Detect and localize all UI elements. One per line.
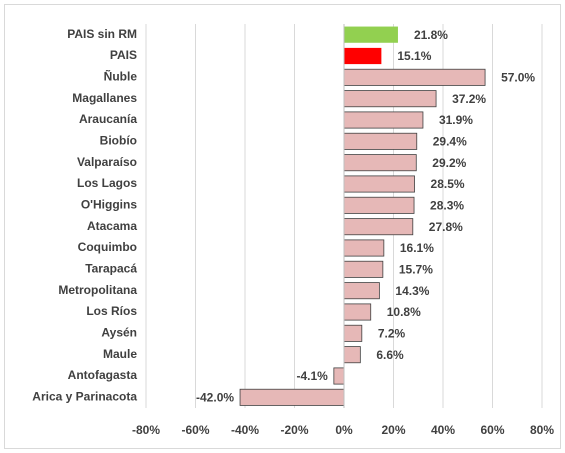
y-tick-label: PAIS [110,48,137,62]
bar [239,388,345,406]
data-label: 27.8% [429,220,463,234]
data-label: 29.2% [432,156,466,170]
data-label: 7.2% [378,327,406,341]
data-label: -4.1% [296,369,328,383]
chart-frame [4,4,561,449]
y-tick-label: Araucanía [79,112,137,126]
x-tick-label: 0% [335,423,353,437]
bar [343,196,415,214]
y-tick-label: O'Higgins [81,198,138,212]
y-tick-label: Ñuble [104,69,138,84]
data-label: 14.3% [395,284,429,298]
y-tick-label: Antofagasta [68,368,138,382]
bar [333,367,345,385]
bar [343,90,437,108]
y-tick-label: Metropolitana [58,283,137,297]
y-tick-label: Tarapacá [85,262,137,276]
y-tick-label: Los Lagos [77,176,137,190]
x-tick-label: -60% [181,423,209,437]
y-tick-label: Los Ríos [86,304,137,318]
y-tick-label: Coquimbo [78,240,137,254]
y-tick-label: Magallanes [72,91,137,105]
data-label: 57.0% [501,71,535,85]
y-tick-label: Maule [103,347,137,361]
x-tick-label: 20% [381,423,405,437]
data-label: 31.9% [439,113,473,127]
data-label: 10.8% [387,305,421,319]
y-tick-label: Aysén [101,326,137,340]
x-tick-label: 60% [480,423,504,437]
bar [344,47,382,65]
y-tick-label: PAIS sin RM [67,27,137,41]
bar [343,303,372,321]
data-label: 28.3% [430,199,464,213]
y-tick-label: Biobío [100,134,137,148]
bar [343,175,415,193]
data-label: 6.6% [376,348,404,362]
x-tick-label: 40% [431,423,455,437]
data-label: 28.5% [431,177,465,191]
x-tick-label: -20% [280,423,308,437]
data-label: 29.4% [433,135,467,149]
y-tick-label: Valparaíso [77,155,137,169]
data-label: 15.1% [397,49,431,63]
bar [343,346,361,364]
data-label: 37.2% [452,92,486,106]
data-label: 21.8% [414,28,448,42]
data-label: 15.7% [399,263,433,277]
x-tick-label: 80% [530,423,554,437]
data-label: 16.1% [400,241,434,255]
bar [343,324,363,342]
bar [343,239,385,257]
y-tick-label: Arica y Parinacota [32,390,137,404]
bar [343,132,418,150]
bar [343,68,486,86]
bar [343,111,424,129]
y-tick-label: Atacama [87,219,137,233]
bar [343,154,417,172]
bar [343,260,384,278]
bar [344,26,398,43]
bar [343,218,414,236]
data-label: -42.0% [196,391,234,405]
bar [343,282,380,300]
x-tick-label: -40% [231,423,259,437]
x-tick-label: -80% [132,423,160,437]
